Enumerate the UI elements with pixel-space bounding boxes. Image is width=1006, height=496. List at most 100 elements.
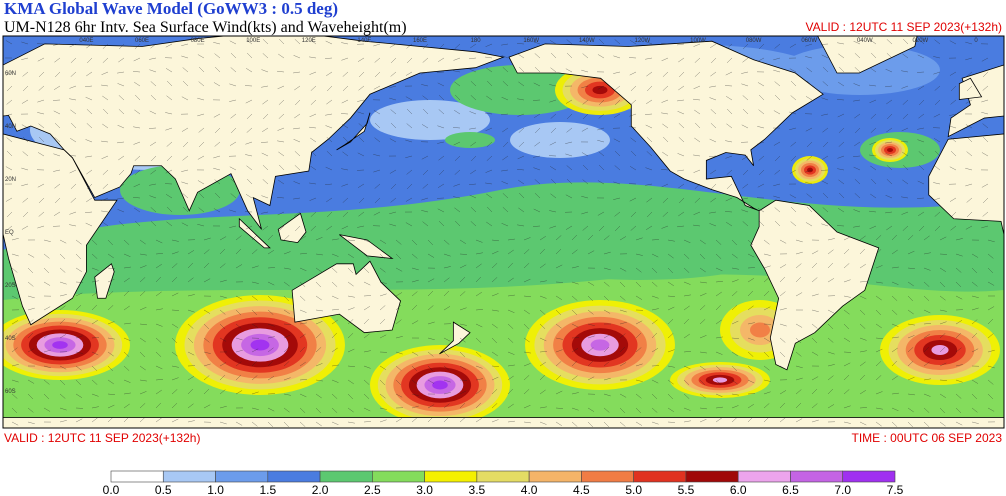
- wind-barb: [635, 421, 643, 426]
- wind-barb: [523, 295, 531, 298]
- wind-barb: [517, 169, 525, 171]
- wind-barb: [502, 81, 509, 87]
- wind-barb: [971, 379, 979, 384]
- wind-barb: [123, 305, 130, 311]
- wind-barb: [182, 67, 189, 73]
- wind-barb: [725, 85, 733, 87]
- wind-barb: [859, 309, 866, 316]
- wind-barb: [294, 113, 301, 119]
- wind-barb: [470, 141, 477, 147]
- wind-barb: [667, 281, 674, 287]
- wind-barb: [155, 389, 162, 395]
- wind-barb: [805, 56, 813, 59]
- wind-barb: [139, 337, 146, 343]
- wind-barb: [363, 281, 371, 286]
- wind-barb: [699, 319, 706, 325]
- wind-barb: [139, 365, 146, 371]
- wind-barb: [43, 306, 51, 311]
- wind-barb: [22, 151, 29, 157]
- wind-barb: [363, 253, 370, 259]
- wind-barb: [331, 253, 339, 257]
- wind-barb: [230, 193, 237, 199]
- wind-barb: [597, 180, 605, 185]
- wind-barb: [603, 346, 610, 353]
- wind-barb: [219, 309, 226, 315]
- wind-barb: [411, 417, 418, 423]
- wind-barb: [646, 99, 653, 105]
- wind-barb: [165, 169, 173, 174]
- wind-barb: [694, 122, 701, 129]
- wind-barb: [886, 165, 893, 171]
- wind-barb: [406, 123, 413, 129]
- wave-area: [450, 65, 590, 115]
- wind-barb: [971, 295, 979, 298]
- wind-barb: [859, 374, 866, 381]
- wind-barb: [614, 99, 621, 106]
- wind-barb: [555, 248, 562, 255]
- wind-barb: [427, 290, 434, 297]
- wind-barb: [379, 365, 387, 370]
- wind-barb: [454, 109, 461, 115]
- wind-barb: [149, 110, 157, 115]
- wind-barb: [683, 267, 690, 273]
- wind-barb: [171, 377, 179, 381]
- wind-barb: [453, 127, 461, 129]
- wind-barb: [811, 419, 819, 423]
- wind-barb: [811, 376, 819, 381]
- wind-barb: [459, 337, 466, 343]
- wind-barb: [229, 225, 237, 228]
- wind-barb: [165, 194, 173, 199]
- wind-barb: [315, 379, 323, 382]
- wind-barb: [155, 337, 162, 343]
- wind-barb: [934, 211, 941, 217]
- wind-barb: [982, 123, 989, 129]
- wind-barb: [347, 253, 354, 259]
- wind-barb: [869, 210, 877, 213]
- wind-barb: [790, 155, 797, 162]
- wind-barb: [923, 346, 930, 353]
- wind-barb: [939, 236, 947, 241]
- wind-barb: [651, 379, 659, 384]
- wind-barb: [395, 253, 402, 260]
- wave-area: [590, 339, 610, 351]
- wind-barb: [822, 207, 829, 213]
- wind-barb: [165, 112, 173, 115]
- wind-barb: [715, 319, 722, 325]
- wind-barb: [934, 39, 941, 45]
- wind-barb: [235, 421, 243, 426]
- wind-barb: [118, 169, 125, 176]
- wind-barb: [907, 407, 914, 413]
- wind-barb: [619, 295, 626, 301]
- wind-barb: [549, 225, 557, 229]
- wind-barb: [661, 183, 669, 188]
- wind-barb: [891, 360, 898, 367]
- wind-barb: [939, 393, 947, 399]
- wind-barb: [219, 421, 227, 425]
- wind-barb: [907, 323, 915, 326]
- wind-barb: [645, 124, 653, 129]
- wave-area: [510, 122, 610, 158]
- wind-barb: [107, 365, 114, 372]
- wind-barb: [667, 333, 674, 339]
- wind-barb: [742, 95, 749, 101]
- colorbar-label: 7.0: [834, 483, 851, 496]
- wind-barb: [549, 210, 557, 213]
- wind-barb: [379, 253, 386, 260]
- wind-barb: [411, 351, 419, 356]
- wind-barb: [475, 418, 483, 423]
- wind-barb: [747, 351, 754, 357]
- wind-barb: [454, 207, 461, 213]
- wind-barb: [197, 155, 205, 160]
- wind-barb: [203, 249, 210, 255]
- wind-barb: [789, 111, 797, 115]
- wind-barb: [987, 379, 994, 385]
- wind-barb: [982, 71, 989, 78]
- wind-barb: [277, 70, 285, 73]
- wind-barb: [123, 403, 130, 409]
- wind-barb: [38, 136, 45, 143]
- wind-barb: [491, 365, 499, 367]
- wind-barb: [587, 376, 595, 381]
- colorbar-label: 6.5: [782, 483, 799, 496]
- wind-barb: [598, 225, 605, 232]
- wind-barb: [822, 141, 829, 148]
